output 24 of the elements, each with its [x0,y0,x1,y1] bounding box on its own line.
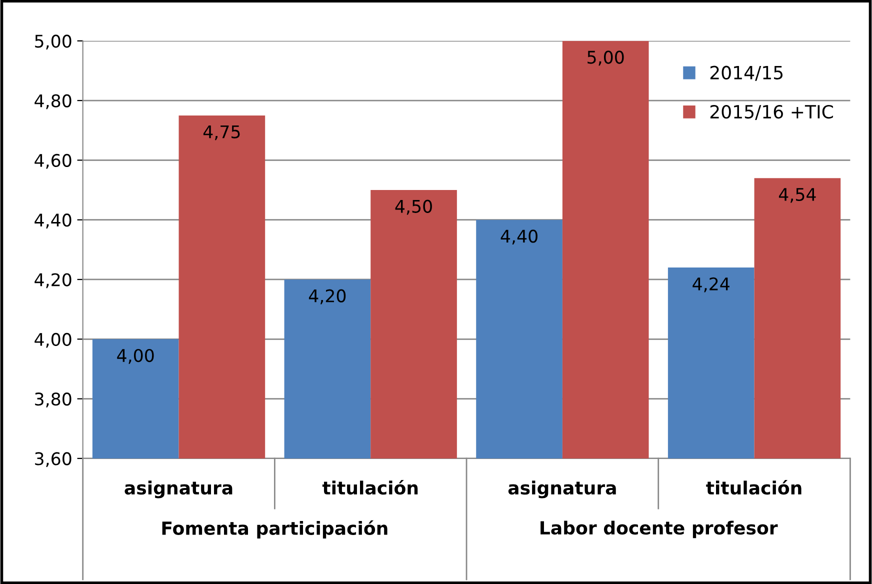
y-tick-label: 4,20 [34,273,72,288]
x-tick-label: asignatura [508,480,616,498]
y-tick-label: 4,60 [34,154,72,169]
y-tick-label: 3,60 [35,452,72,468]
data-label: 4,20 [308,289,346,304]
text: Labor docente profesor [540,520,778,538]
x-tick-label: titulación [322,480,418,495]
y-tick-label: 5,00 [35,34,72,50]
y-tick-label: 4,80 [34,94,72,110]
data-label: 4,40 [500,230,538,245]
data-label: 4,50 [395,200,432,215]
text: Fomenta participación [162,520,388,539]
x-tick-label: titulación [706,480,802,495]
y-tick-label: 3,80 [35,392,72,408]
data-label: 4,24 [692,277,730,292]
y-tick-label: 4,00 [34,332,72,348]
data-label: 4,00 [117,348,154,364]
data-label: 5,00 [588,50,624,66]
y-tick-label: 4,40 [34,214,72,228]
data-label: 4,54 [778,188,816,203]
data-label: 4,75 [203,125,240,140]
x-tick-label: asignatura [124,480,232,498]
legend-label: 2015/16 +TIC [710,104,833,120]
legend-label: 2014/15 [710,66,783,81]
